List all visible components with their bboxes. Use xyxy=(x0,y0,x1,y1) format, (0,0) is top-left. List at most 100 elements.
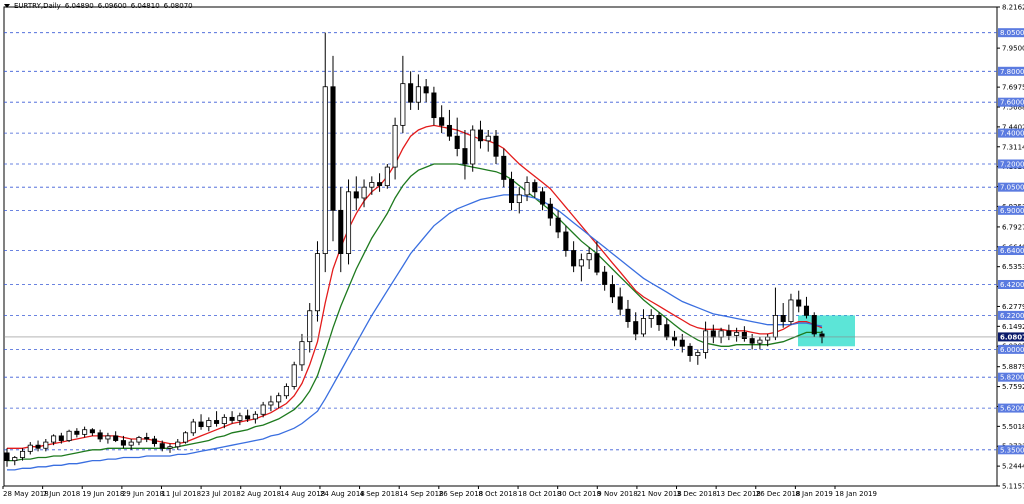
level-label-12: 5.62000 xyxy=(1000,405,1024,413)
level-label-bg-4 xyxy=(998,159,1024,169)
level-label-7: 6.64000 xyxy=(1000,247,1024,255)
level-label-5: 7.05000 xyxy=(1000,184,1024,192)
candle-body-87 xyxy=(679,339,685,347)
candle-body-24 xyxy=(190,421,196,434)
candle-body-53 xyxy=(415,86,421,103)
candle-body-42 xyxy=(330,86,336,211)
level-label-1: 7.80000 xyxy=(1000,68,1024,76)
x-tick-label-5: 23 Jul 2018 xyxy=(201,490,241,498)
x-tick-label-20: 8 Jan 2019 xyxy=(795,490,833,498)
symbol-dropdown-icon[interactable] xyxy=(4,4,10,8)
level-label-13: 5.35000 xyxy=(1000,446,1024,454)
candle-body-65 xyxy=(508,179,515,204)
candle-body-27 xyxy=(214,420,220,424)
candle-body-61 xyxy=(477,129,484,142)
candle-body-66 xyxy=(516,194,522,204)
y-tick-label-17: 5.75920 xyxy=(1002,383,1024,391)
candle-body-84 xyxy=(656,314,662,326)
level-label-bg-1 xyxy=(998,66,1024,76)
candle-body-64 xyxy=(501,155,507,180)
candle-body-76 xyxy=(594,253,600,273)
candle-body-29 xyxy=(229,416,235,421)
level-label-0: 8.05000 xyxy=(1000,29,1024,37)
current-price-label: 6.08070 xyxy=(1000,333,1024,341)
candle-body-9 xyxy=(74,430,80,435)
candle-body-14 xyxy=(113,435,119,441)
candle-body-68 xyxy=(532,182,538,193)
x-tick-label-18: 13 Dec 2018 xyxy=(716,490,761,498)
candle-body-17 xyxy=(136,437,142,443)
x-tick-label-19: 26 Dec 2018 xyxy=(756,490,801,498)
x-tick-label-8: 24 Aug 2018 xyxy=(320,490,365,498)
candle-body-15 xyxy=(120,440,126,446)
candle-body-102 xyxy=(796,299,802,307)
candle-body-71 xyxy=(555,217,561,233)
candle-body-44 xyxy=(345,191,352,254)
candle-body-16 xyxy=(128,441,134,446)
level-label-bg-10 xyxy=(998,344,1024,354)
candle-body-41 xyxy=(322,86,328,254)
candle-body-59 xyxy=(462,148,468,165)
candle-body-20 xyxy=(159,443,165,449)
candle-body-23 xyxy=(182,432,189,443)
candle-body-11 xyxy=(89,429,95,434)
candle-body-38 xyxy=(299,341,305,366)
candle-body-74 xyxy=(578,259,584,267)
candle-body-89 xyxy=(695,352,701,356)
candle-body-99 xyxy=(772,314,778,338)
candle-body-82 xyxy=(640,318,647,335)
chart-title: EURTRY,Daily 6.04890 6.09600 6.04810 6.0… xyxy=(4,2,193,10)
candle-body-81 xyxy=(633,321,639,335)
y-tick-label-22: 5.11570 xyxy=(1002,483,1024,491)
y-tick-label-19: 5.50180 xyxy=(1002,423,1024,431)
candle-body-69 xyxy=(540,191,546,205)
candle-body-54 xyxy=(423,86,429,94)
y-tick-label-3: 7.56880 xyxy=(1002,104,1024,112)
level-label-bg-11 xyxy=(998,372,1024,382)
candle-body-51 xyxy=(400,83,406,126)
x-tick-label-12: 8 Oct 2018 xyxy=(478,490,517,498)
x-tick-label-3: 29 Jun 2018 xyxy=(122,490,164,498)
candle-body-31 xyxy=(245,415,251,420)
ma-line-2 xyxy=(7,194,823,471)
x-tick-label-15: 9 Nov 2018 xyxy=(597,490,637,498)
candle-body-77 xyxy=(602,271,608,285)
candle-body-80 xyxy=(625,308,631,322)
y-tick-label-14: 6.14920 xyxy=(1002,323,1024,331)
level-label-bg-7 xyxy=(998,246,1024,256)
low-value: 6.04810 xyxy=(130,2,160,10)
candle-body-83 xyxy=(648,314,654,319)
level-label-2: 7.60000 xyxy=(1000,99,1024,107)
candle-body-57 xyxy=(446,124,452,137)
candle-body-75 xyxy=(586,253,592,261)
candle-body-26 xyxy=(206,420,212,428)
x-tick-label-1: 7 Jun 2018 xyxy=(43,490,81,498)
candle-body-13 xyxy=(105,435,111,440)
x-tick-label-7: 14 Aug 2018 xyxy=(280,490,325,498)
candle-body-90 xyxy=(703,330,709,353)
y-tick-label-11: 6.53530 xyxy=(1002,263,1024,271)
candle-body-1 xyxy=(12,457,18,462)
level-label-bg-2 xyxy=(998,97,1024,107)
candle-body-19 xyxy=(151,438,158,445)
candle-body-98 xyxy=(765,336,771,341)
y-tick-label-16: 5.88790 xyxy=(1002,363,1024,371)
candle-body-37 xyxy=(291,364,297,387)
level-label-3: 7.40000 xyxy=(1000,130,1024,138)
ma-line-0 xyxy=(7,124,823,449)
candle-body-92 xyxy=(718,330,724,338)
close-value: 6.08070 xyxy=(163,2,193,10)
candle-body-36 xyxy=(283,386,289,397)
candle-body-52 xyxy=(408,83,414,103)
candle-body-34 xyxy=(268,401,274,406)
candle-body-91 xyxy=(710,330,716,338)
y-tick-label-5: 7.31140 xyxy=(1002,143,1024,151)
candle-body-46 xyxy=(361,186,367,199)
candle-body-60 xyxy=(470,129,476,165)
candle-body-78 xyxy=(609,284,615,298)
level-label-10: 6.00000 xyxy=(1000,346,1024,354)
x-tick-label-2: 19 Jun 2018 xyxy=(82,490,124,498)
candle-body-10 xyxy=(82,429,88,435)
